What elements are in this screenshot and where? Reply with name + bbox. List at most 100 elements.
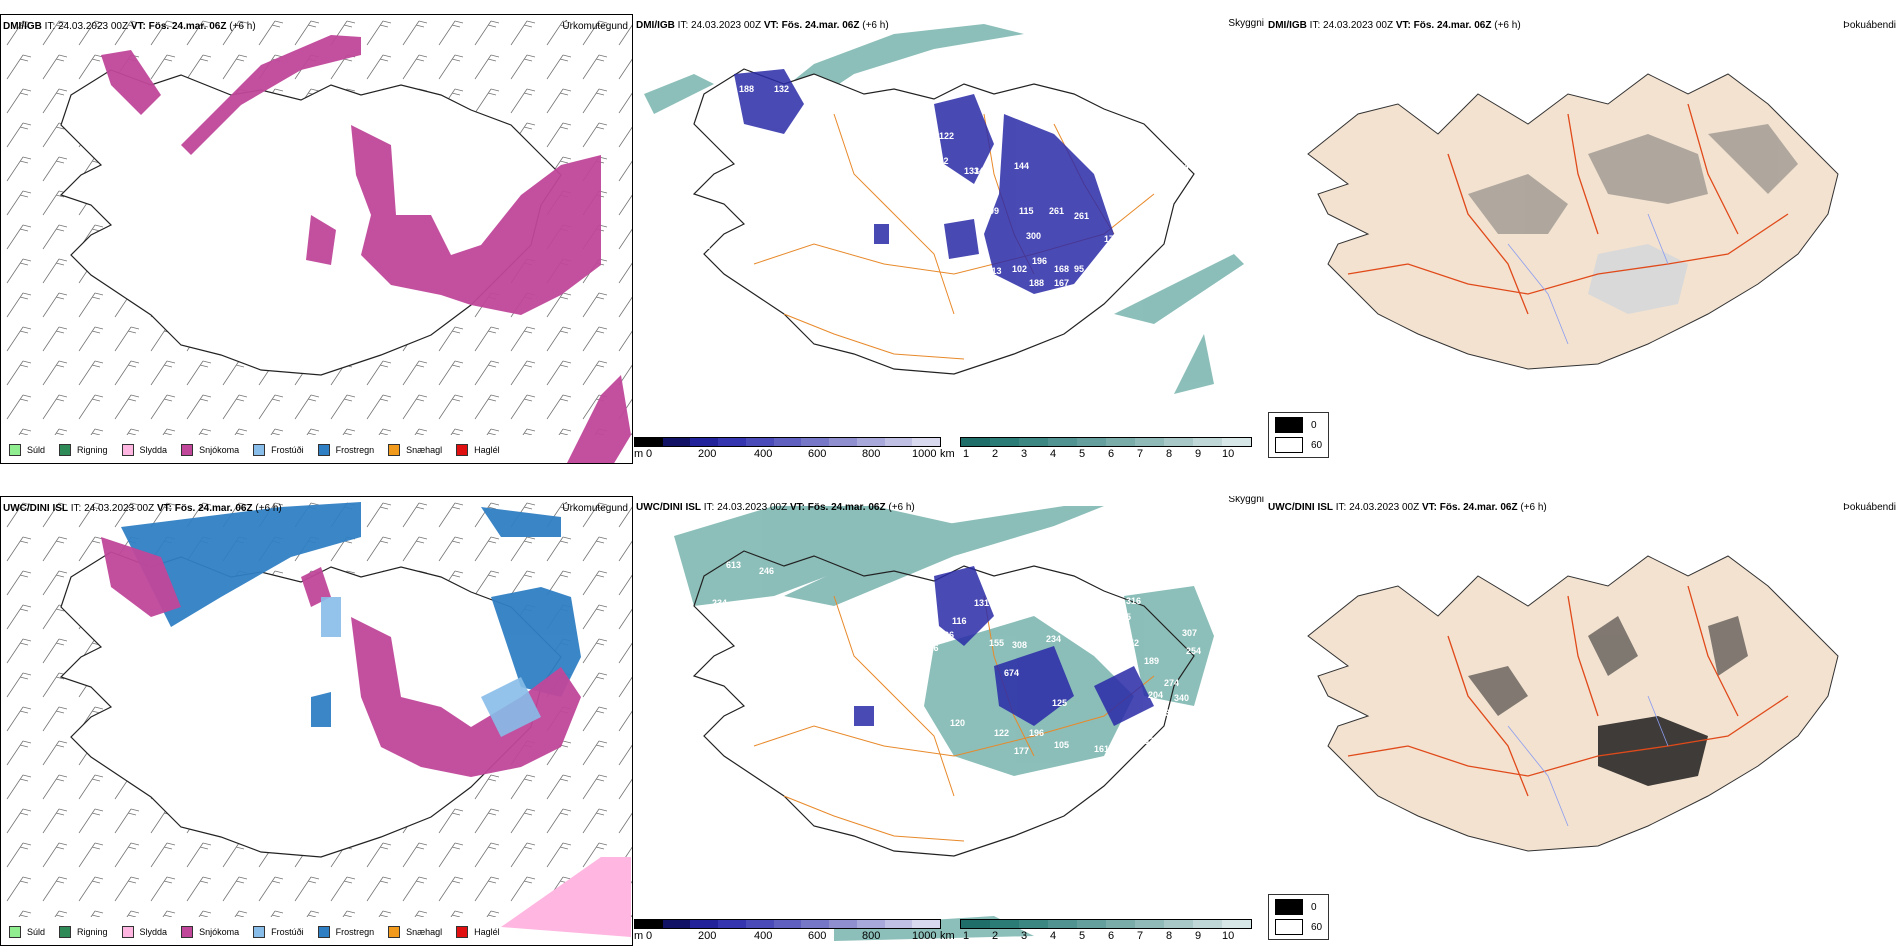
visibility-unit: km bbox=[940, 930, 955, 942]
legend-swatch bbox=[181, 444, 194, 456]
value-label: 112 bbox=[894, 724, 909, 734]
legend-swatch bbox=[121, 926, 134, 938]
colorbar-segment bbox=[690, 438, 719, 446]
colorbar-segment bbox=[1135, 438, 1164, 446]
colorbar-segment bbox=[856, 438, 885, 446]
colorbar-segment bbox=[884, 438, 913, 446]
value-label: 192 bbox=[782, 141, 797, 151]
row2-precip-map bbox=[1, 497, 632, 937]
value-label: 307 bbox=[1182, 628, 1197, 638]
visibility-tick: 2 bbox=[992, 448, 999, 460]
legend-item: Rigning bbox=[59, 444, 108, 456]
cloud-base-tick: 200 bbox=[698, 930, 717, 942]
row2-fog-header: UWC/DINI ISL IT: 24.03.2023 00Z VT: Fös.… bbox=[1268, 502, 1547, 513]
row2-fog-legend: 0 60 bbox=[1268, 894, 1330, 940]
cloud-base-tick: 600 bbox=[808, 930, 827, 942]
rivers bbox=[1507, 213, 1669, 345]
value-label: 177 bbox=[1004, 608, 1019, 618]
value-label: 128 bbox=[764, 654, 779, 664]
value-label: 951 bbox=[800, 626, 815, 636]
colorbar-segment bbox=[1193, 438, 1222, 446]
fog-areas bbox=[1468, 616, 1748, 716]
value-label: 130 bbox=[864, 246, 879, 256]
precip-type-title: Úrkomutegund bbox=[562, 503, 628, 514]
visibility-tick: 1 bbox=[963, 448, 970, 460]
cloud-title: Skyggni bbox=[1228, 18, 1264, 29]
legend-swatch bbox=[317, 926, 330, 938]
legend-item: Snjókoma bbox=[181, 444, 239, 456]
value-label: 116 bbox=[952, 616, 967, 626]
value-label: 33 bbox=[1144, 736, 1154, 746]
value-label: 189 bbox=[1144, 656, 1159, 666]
visibility-tick: 6 bbox=[1108, 448, 1115, 460]
legend-item: Slydda bbox=[121, 444, 167, 456]
visibility-tick: 9 bbox=[1195, 930, 1202, 942]
value-label: 414 bbox=[1174, 161, 1189, 171]
iceland-land bbox=[1307, 555, 1839, 852]
colorbar-segment bbox=[773, 920, 802, 928]
value-label: 144 bbox=[1014, 161, 1029, 171]
value-label: 105 bbox=[1054, 740, 1069, 750]
row1-precip-header: DMI/IGB IT: 24.03.2023 00Z VT: Fös. 24.m… bbox=[3, 21, 256, 32]
colorbar-segment bbox=[1019, 920, 1048, 928]
value-label: 234 bbox=[1046, 634, 1061, 644]
value-label: 196 bbox=[1029, 728, 1044, 738]
value-label: 113 bbox=[987, 266, 1002, 276]
colorbar-segment bbox=[801, 438, 830, 446]
value-label: 255 bbox=[1099, 628, 1114, 638]
legend-item: Frostregn bbox=[317, 444, 374, 456]
value-label: 330 bbox=[989, 48, 1004, 58]
colorbar-segment bbox=[856, 920, 885, 928]
roads bbox=[1347, 585, 1789, 797]
value-label: 212 bbox=[1029, 302, 1044, 312]
value-label: 105 bbox=[1174, 202, 1189, 212]
value-label: 97 bbox=[934, 238, 944, 248]
cloud-base-tick: 800 bbox=[862, 930, 881, 942]
iceland-outline bbox=[692, 68, 1195, 375]
legend-item: Snæhagl bbox=[388, 444, 442, 456]
colorbar-segment bbox=[990, 438, 1019, 446]
visibility-tick: 9 bbox=[1195, 448, 1202, 460]
row1-fog-legend: 0 60 bbox=[1268, 412, 1330, 458]
value-label: 125 bbox=[1052, 698, 1067, 708]
legend-swatch-white bbox=[1275, 437, 1303, 453]
colorbar-segment bbox=[662, 438, 691, 446]
visibility-tick: 2 bbox=[992, 930, 999, 942]
colorbar-segment bbox=[745, 438, 774, 446]
value-label: 188 bbox=[739, 84, 754, 94]
colorbar-segment bbox=[990, 920, 1019, 928]
cloud-base-areas bbox=[854, 566, 1154, 726]
value-label: 239 bbox=[1160, 708, 1175, 718]
visibility-tick: 1 bbox=[963, 930, 970, 942]
value-label: 155 bbox=[989, 638, 1004, 648]
precip-legend: Súld Rigning Slydda Snjókoma Frostúði Fr… bbox=[1, 921, 506, 943]
model-name: DMI/IGB bbox=[1268, 20, 1307, 31]
value-label: 181 bbox=[1144, 228, 1159, 238]
value-label: 137 bbox=[1120, 740, 1135, 750]
legend-swatch bbox=[9, 926, 21, 938]
colorbar-segment bbox=[961, 438, 990, 446]
colorbar-segment bbox=[1222, 920, 1251, 928]
value-label: 234 bbox=[712, 598, 727, 608]
legend-item: Rigning bbox=[59, 926, 108, 938]
value-label: 133 bbox=[964, 166, 979, 176]
value-label: 122 bbox=[939, 131, 954, 141]
colorbar-segment bbox=[961, 920, 990, 928]
value-label: 177 bbox=[1014, 746, 1029, 756]
dense-fog-area bbox=[1598, 716, 1708, 786]
value-label: 168 bbox=[1054, 264, 1069, 274]
cloud-title: Skyggni bbox=[1228, 496, 1264, 505]
value-label: 839 bbox=[1054, 776, 1069, 786]
iceland-land bbox=[1307, 73, 1839, 370]
roads bbox=[753, 595, 1155, 842]
value-label: 254 bbox=[1186, 646, 1201, 656]
row2-precip-header: UWC/DINI ISL IT: 24.03.2023 00Z VT: Fös.… bbox=[3, 503, 282, 514]
cloud-base-tick: 1000 bbox=[912, 448, 937, 460]
row2-cloud-header: UWC/DINI ISL IT: 24.03.2023 00Z VT: Fös.… bbox=[636, 502, 915, 513]
colorbar-segment bbox=[884, 920, 913, 928]
colorbar-segment bbox=[635, 920, 663, 928]
colorbar-segment bbox=[718, 920, 746, 928]
legend-item: Haglél bbox=[456, 444, 500, 456]
value-label: 173 bbox=[1104, 234, 1119, 244]
value-label: 274 bbox=[1164, 678, 1179, 688]
